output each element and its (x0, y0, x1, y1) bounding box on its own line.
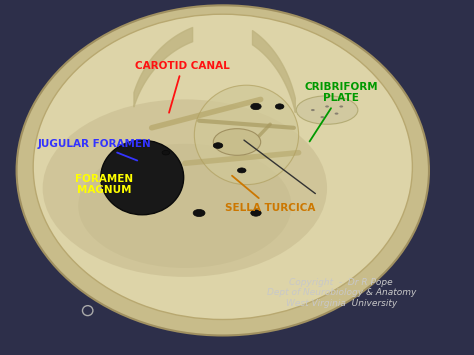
Ellipse shape (33, 14, 412, 320)
Text: JUGULAR FORAMEN: JUGULAR FORAMEN (38, 139, 152, 160)
Text: Copyright  -  Dr R Pope
Dept of Neurobiology & Anatomy
West Virginia  University: Copyright - Dr R Pope Dept of Neurobiolo… (266, 278, 416, 308)
Text: CAROTID CANAL: CAROTID CANAL (135, 61, 230, 113)
Ellipse shape (339, 105, 343, 108)
Text: SELLA TURCICA: SELLA TURCICA (225, 176, 315, 213)
Ellipse shape (237, 168, 246, 173)
Ellipse shape (193, 209, 205, 217)
Text: FORAMEN
MAGNUM: FORAMEN MAGNUM (75, 174, 133, 195)
Ellipse shape (335, 113, 338, 115)
Ellipse shape (251, 103, 261, 110)
Ellipse shape (162, 150, 170, 155)
Ellipse shape (296, 96, 358, 124)
Ellipse shape (43, 99, 327, 277)
Ellipse shape (251, 210, 261, 216)
Ellipse shape (213, 143, 223, 148)
Ellipse shape (275, 104, 284, 109)
Ellipse shape (78, 144, 292, 268)
Ellipse shape (194, 85, 299, 185)
Ellipse shape (320, 116, 324, 118)
Text: CRIBRIFORM
PLATE: CRIBRIFORM PLATE (304, 82, 378, 141)
Ellipse shape (213, 129, 261, 155)
Ellipse shape (325, 105, 329, 108)
Ellipse shape (17, 5, 429, 335)
Ellipse shape (100, 140, 183, 215)
Ellipse shape (311, 109, 315, 111)
